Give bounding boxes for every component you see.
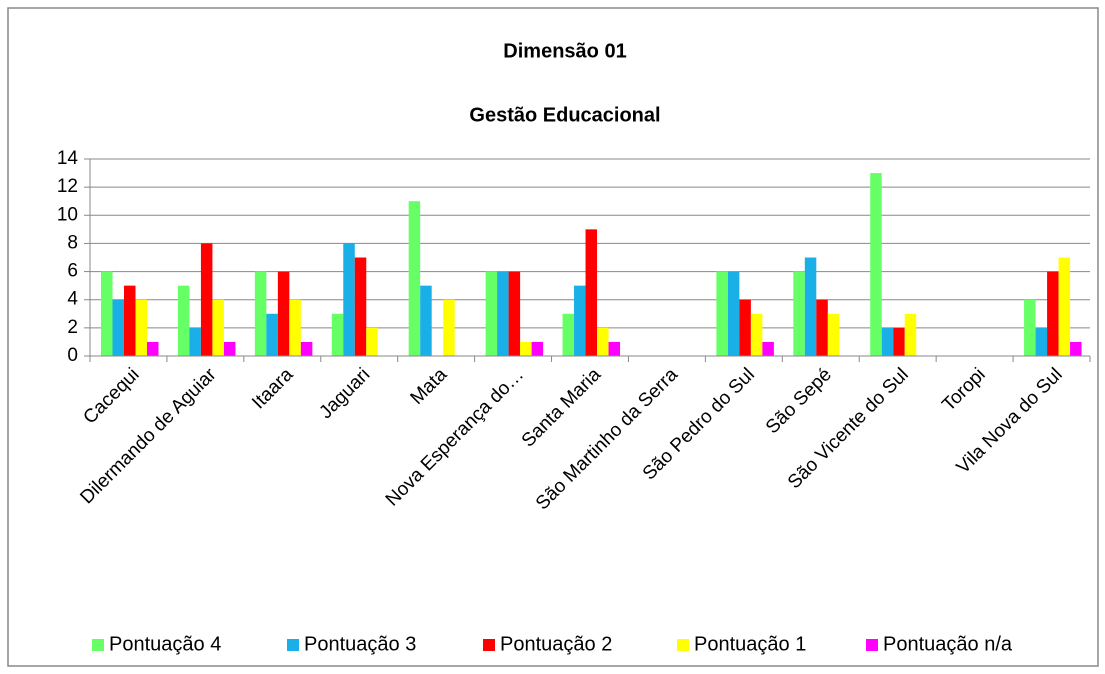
bar: [420, 285, 432, 356]
bar: [200, 243, 213, 356]
bar: [343, 243, 355, 356]
bar: [277, 271, 290, 356]
bar: [331, 313, 344, 356]
bar: [101, 271, 113, 356]
y-tick-label: 10: [57, 204, 78, 225]
legend-label: Pontuação 2: [500, 633, 612, 655]
bar: [793, 271, 805, 356]
y-tick-label: 8: [67, 232, 78, 253]
bar: [727, 271, 740, 356]
y-tick-label: 0: [67, 345, 78, 366]
bar: [366, 327, 378, 356]
bar: [443, 299, 455, 356]
legend-swatch: [287, 639, 299, 651]
bar: [870, 173, 882, 356]
bar: [597, 327, 609, 356]
legend-swatch: [92, 639, 104, 651]
bar: [816, 299, 828, 356]
bar: [497, 271, 509, 356]
bar: [300, 341, 313, 356]
legend-swatch: [677, 639, 689, 651]
bar: [762, 341, 774, 356]
legend-swatch: [483, 639, 495, 651]
bar: [223, 341, 236, 356]
bar: [508, 271, 521, 356]
y-tick-label: 4: [67, 289, 78, 310]
y-tick-label: 2: [67, 317, 78, 338]
bar: [804, 257, 817, 356]
bar: [562, 313, 575, 356]
chart-title: Dimensão 01: [503, 40, 626, 62]
legend-label: Pontuação 3: [304, 633, 416, 655]
bar: [1058, 257, 1071, 356]
bar: [135, 299, 147, 356]
y-tick-label: 12: [57, 176, 78, 197]
bar: [485, 271, 498, 356]
bar: [827, 313, 840, 356]
bar: [124, 285, 136, 356]
bar: [1035, 327, 1048, 356]
bar: [289, 299, 301, 356]
bar: [716, 271, 728, 356]
bar: [1024, 299, 1036, 356]
bar: [254, 271, 267, 356]
bar: [608, 341, 621, 356]
bar: [147, 341, 159, 356]
bar: [266, 313, 278, 356]
bar: [1047, 271, 1059, 356]
bar: [585, 229, 598, 356]
bar: [904, 313, 917, 356]
bar: [408, 201, 421, 356]
legend-label: Pontuação 4: [109, 633, 221, 655]
bar: [212, 299, 224, 356]
bar: [893, 327, 905, 356]
bar: [1070, 341, 1082, 356]
legend-label: Pontuação 1: [694, 633, 806, 655]
legend-label: Pontuação n/a: [883, 633, 1013, 655]
chart-subtitle: Gestão Educacional: [469, 104, 660, 126]
bar: [177, 285, 190, 356]
bar: [881, 327, 894, 356]
bar: [531, 341, 544, 356]
bar: [520, 341, 532, 356]
y-tick-label: 6: [67, 261, 78, 282]
bar: [739, 299, 751, 356]
bar: [574, 285, 586, 356]
bar: [750, 313, 763, 356]
bar: [189, 327, 201, 356]
bar: [112, 299, 124, 356]
bar: [354, 257, 367, 356]
y-tick-label: 14: [57, 148, 79, 169]
legend-swatch: [866, 639, 878, 651]
